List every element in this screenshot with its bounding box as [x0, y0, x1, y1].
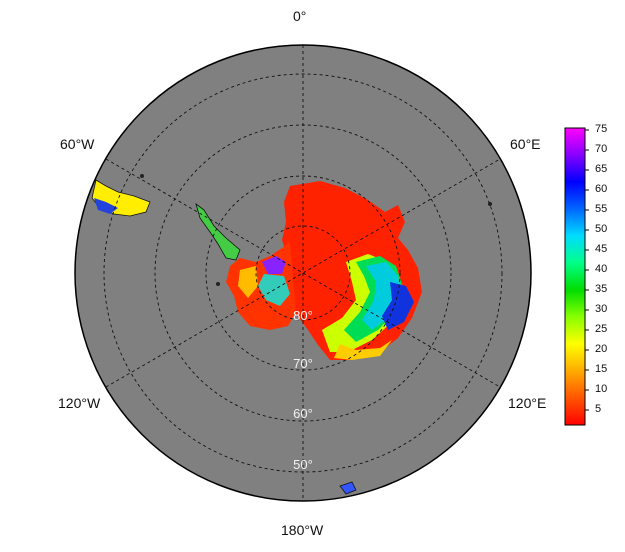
- west-area-purple: [262, 256, 286, 274]
- lat-label-70: 70°: [293, 356, 313, 371]
- new-zealand-island: [339, 481, 357, 495]
- lon-label-top: 0°: [293, 8, 307, 24]
- colorbar-tick-label: 65: [595, 163, 608, 175]
- antarctic-peninsula: [195, 202, 241, 261]
- lon-label-lower-left: 120°W: [58, 395, 101, 411]
- lon-label-upper-right: 60°E: [510, 136, 541, 152]
- colorbar-tick-label: 45: [595, 243, 608, 255]
- island-dot: [488, 202, 492, 206]
- south-america-blue: [94, 198, 118, 214]
- colorbar: [564, 127, 586, 426]
- meridian-120: [105, 158, 501, 388]
- colorbar-tick-label: 35: [595, 283, 608, 295]
- colorbar-tick-label: 15: [595, 363, 608, 375]
- colorbar-tick-label: 75: [595, 123, 608, 135]
- colorbar-tick-label: 60: [595, 183, 608, 195]
- east-area-orange: [334, 340, 392, 360]
- colorbar-tick-label: 20: [595, 343, 608, 355]
- lat-label-50: 50°: [293, 457, 313, 472]
- lat-label-80: 80°: [293, 308, 313, 323]
- colorbar-tick-label: 5: [595, 403, 602, 415]
- lon-label-lower-right: 120°E: [508, 395, 547, 411]
- lon-label-bottom: 180°W: [281, 522, 324, 538]
- lat-label-60: 60°: [293, 406, 313, 421]
- meridian-60: [105, 158, 501, 388]
- colorbar-tick-label: 55: [595, 203, 608, 215]
- island-dot: [140, 174, 144, 178]
- lon-label-upper-left: 60°W: [60, 136, 95, 152]
- colorbar-tick-label: 70: [595, 143, 608, 155]
- colorbar-tick-label: 10: [595, 383, 608, 395]
- west-area-yellow: [238, 266, 258, 298]
- colorbar-tick-label: 50: [595, 223, 608, 235]
- colorbar-tick-label: 40: [595, 263, 608, 275]
- colorbar-ticks: [585, 129, 589, 411]
- lat-circle-80: [255, 225, 351, 321]
- colorbar-tick-label: 25: [595, 323, 608, 335]
- colorbar-tick-label: 30: [595, 303, 608, 315]
- east-area-blue: [382, 282, 414, 330]
- graticule: [103, 45, 503, 501]
- island-dot: [216, 282, 220, 286]
- land-layer: [91, 174, 492, 495]
